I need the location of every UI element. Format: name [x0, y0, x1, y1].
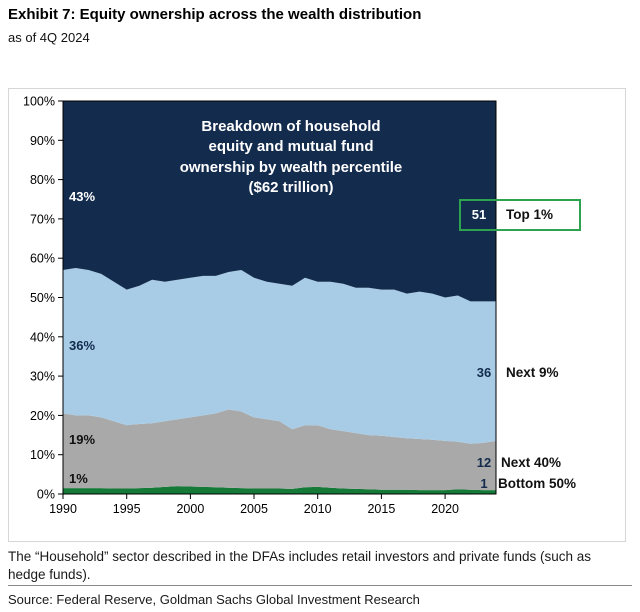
chart-panel: 0% 10% 20% 30% 40% 50% 60% 70% 80% 90% 100% 1990 199…	[8, 88, 626, 542]
chart-inner-title-line-3: ownership by wealth percentile	[179, 158, 403, 176]
y-tick-label: 90%	[30, 134, 55, 148]
footer-divider	[8, 585, 632, 586]
exhibit-title: Exhibit 7: Equity ownership across the w…	[8, 6, 422, 23]
y-tick-label: 50%	[30, 291, 55, 305]
x-tick-label: 2015	[367, 502, 395, 516]
chart-inner-title-line-2: equity and mutual fund	[208, 138, 374, 156]
stacked-area-chart: 0% 10% 20% 30% 40% 50% 60% 70% 80% 90% 100% 1990 199…	[23, 95, 497, 516]
series-label-bottom50: Bottom 50%	[498, 476, 577, 491]
x-tick-label: 2000	[176, 502, 204, 516]
source-line: Source: Federal Reserve, Goldman Sachs G…	[8, 592, 420, 607]
y-tick-label: 100%	[23, 95, 55, 109]
label-start-next40: 19%	[69, 432, 96, 447]
y-tick-label: 30%	[30, 370, 55, 384]
x-tick-label: 1995	[113, 502, 141, 516]
x-tick-label: 1990	[49, 502, 77, 516]
y-tick-label: 70%	[30, 212, 55, 226]
series-label-next40: Next 40%	[501, 455, 562, 470]
label-end-next40: 12	[476, 455, 492, 470]
label-start-bottom50: 1%	[69, 471, 88, 486]
y-tick-label: 0%	[37, 488, 55, 502]
footnote: The “Household” sector described in the …	[8, 549, 592, 582]
y-tick-label: 20%	[30, 409, 55, 423]
label-end-bottom50: 1	[480, 476, 488, 491]
label-end-top1: 51	[471, 207, 487, 222]
y-tick-label: 60%	[30, 252, 55, 266]
chart-inner-title-line-1: Breakdown of household	[201, 118, 381, 135]
exhibit-subtitle: as of 4Q 2024	[8, 30, 90, 45]
top1-highlight-box	[459, 199, 581, 231]
label-end-next9: 36	[476, 365, 492, 380]
y-tick-label: 80%	[30, 173, 55, 187]
area-bottom-50-	[63, 486, 496, 494]
series-label-top1: Top 1%	[506, 207, 553, 222]
x-tick-label: 2020	[431, 502, 459, 516]
y-tick-label: 40%	[30, 330, 55, 344]
y-tick-label: 10%	[30, 448, 55, 462]
area-next-40-	[63, 409, 496, 491]
chart-inner-title: Breakdown of household equity and mutual…	[101, 117, 481, 198]
label-start-top1: 43%	[69, 189, 96, 204]
series-label-next9: Next 9%	[506, 365, 559, 380]
x-tick-label: 2010	[304, 502, 332, 516]
area-top-1-	[63, 101, 496, 302]
x-tick-label: 2005	[240, 502, 268, 516]
label-start-next9: 36%	[69, 338, 96, 353]
chart-inner-title-line-4: ($62 trillion)	[248, 178, 334, 196]
area-next-9-	[63, 268, 496, 444]
